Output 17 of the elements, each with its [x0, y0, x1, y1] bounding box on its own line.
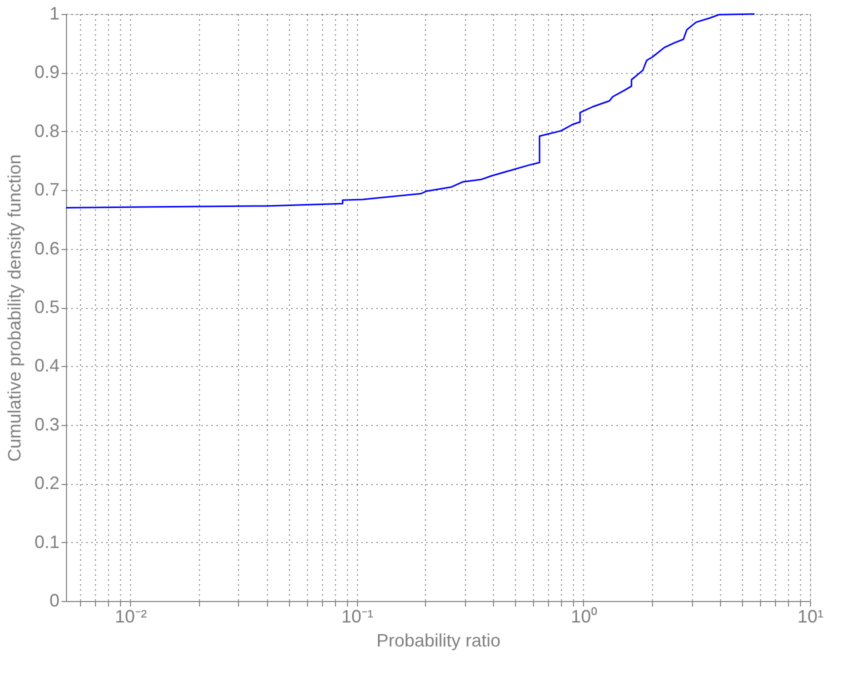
y-tick-label: 0.9 — [34, 62, 60, 82]
y-tick-label: 0.7 — [34, 180, 60, 200]
y-tick-label: 0.2 — [34, 473, 60, 494]
y-tick-label: 0 — [49, 590, 60, 610]
x-tick-label: 10⁻² — [114, 606, 147, 626]
y-tick-label: 0.5 — [34, 297, 60, 317]
x-tick-label: 10⁰ — [570, 606, 597, 626]
x-tick-label: 10⁻¹ — [341, 606, 374, 626]
y-axis-title: Cumulative probability density function — [4, 154, 24, 462]
x-axis-title: Probability ratio — [376, 630, 501, 650]
y-tick-label: 0.4 — [34, 356, 60, 376]
y-tick-label: 1 — [49, 4, 60, 24]
y-tick-label: 0.8 — [34, 120, 60, 141]
x-tick-label: 10¹ — [797, 606, 824, 626]
y-tick-label: 0.6 — [34, 238, 60, 258]
y-tick-label: 0.1 — [34, 532, 60, 552]
y-tick-label: 0.3 — [34, 414, 60, 434]
